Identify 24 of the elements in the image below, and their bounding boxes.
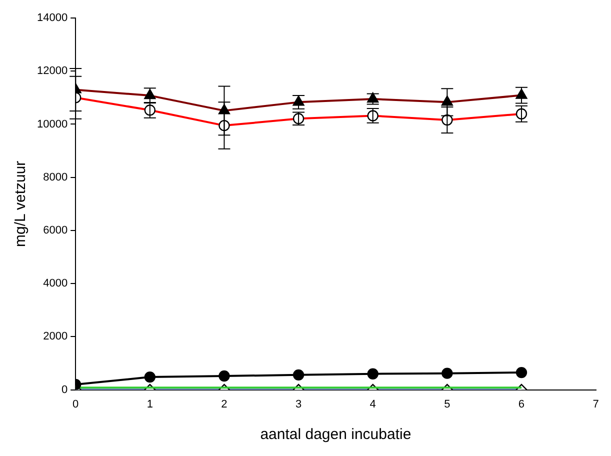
- point: [218, 370, 230, 382]
- y-tick-label: 2000: [43, 330, 68, 343]
- y-tick-label: 6000: [43, 224, 68, 236]
- y-tick-label: 8000: [43, 171, 68, 184]
- y-axis-title: mg/L vetzuur: [12, 160, 30, 247]
- x-tick-label: 4: [370, 398, 376, 410]
- y-tick-label: 0: [61, 384, 68, 396]
- y-tick-label: 4000: [43, 278, 68, 290]
- x-tick-label: 0: [72, 398, 79, 410]
- x-axis-title: aantal dagen incubatie: [260, 426, 412, 444]
- x-tick-label: 3: [295, 398, 302, 410]
- point: [442, 368, 453, 379]
- x-tick-label: 7: [592, 398, 599, 410]
- y-tick-label: 10000: [36, 118, 68, 130]
- y-tick-label: 14000: [36, 12, 68, 24]
- point: [367, 368, 378, 380]
- point: [144, 371, 156, 383]
- point: [516, 366, 528, 378]
- y-tick-label: 12000: [36, 65, 68, 78]
- x-tick-label: 1: [146, 398, 153, 410]
- x-tick-label: 2: [221, 398, 228, 410]
- x-tick-label: 6: [518, 398, 525, 410]
- point: [292, 369, 304, 381]
- x-tick-label: 5: [444, 398, 450, 410]
